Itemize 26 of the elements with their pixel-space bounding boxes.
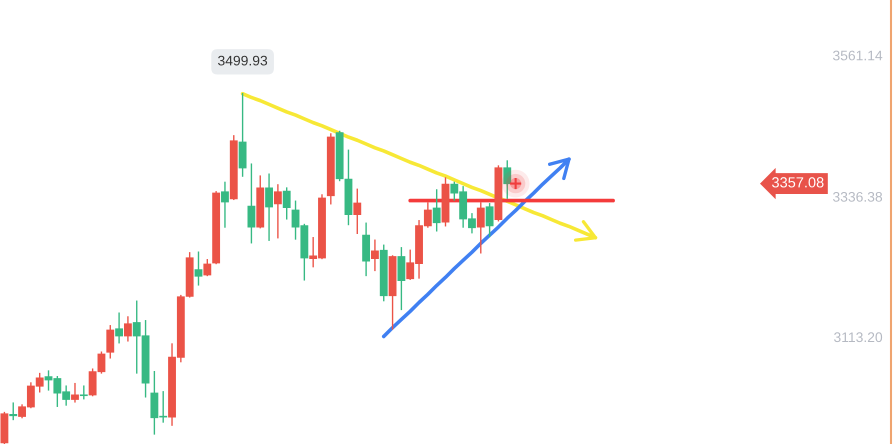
candlestick [194, 251, 202, 286]
candlestick [353, 188, 362, 234]
candlestick [9, 402, 18, 420]
candlestick [274, 184, 282, 238]
annotation: 3357.08 [772, 177, 824, 188]
candlestick [106, 325, 114, 359]
candlestick [203, 259, 212, 276]
y-tick-label: 3561.14 [832, 50, 882, 60]
candlestick [432, 189, 441, 232]
candlestick [371, 240, 379, 272]
candlestick [71, 382, 79, 403]
candlestick [124, 316, 132, 342]
line-series [382, 157, 571, 338]
candlestick [265, 174, 273, 241]
candlestick [247, 163, 256, 244]
candlestick [476, 202, 485, 254]
y-tick-label: 3113.20 [834, 332, 882, 342]
candlestick [486, 203, 494, 238]
candlestick [282, 187, 291, 220]
candlestick [221, 182, 229, 228]
candlestick [80, 385, 88, 400]
candlestick [503, 160, 512, 199]
annotation: 3499.93 [218, 56, 268, 66]
candlestick [115, 312, 124, 344]
candlestick [397, 247, 406, 310]
y-tick-label: 3336.38 [832, 192, 882, 202]
